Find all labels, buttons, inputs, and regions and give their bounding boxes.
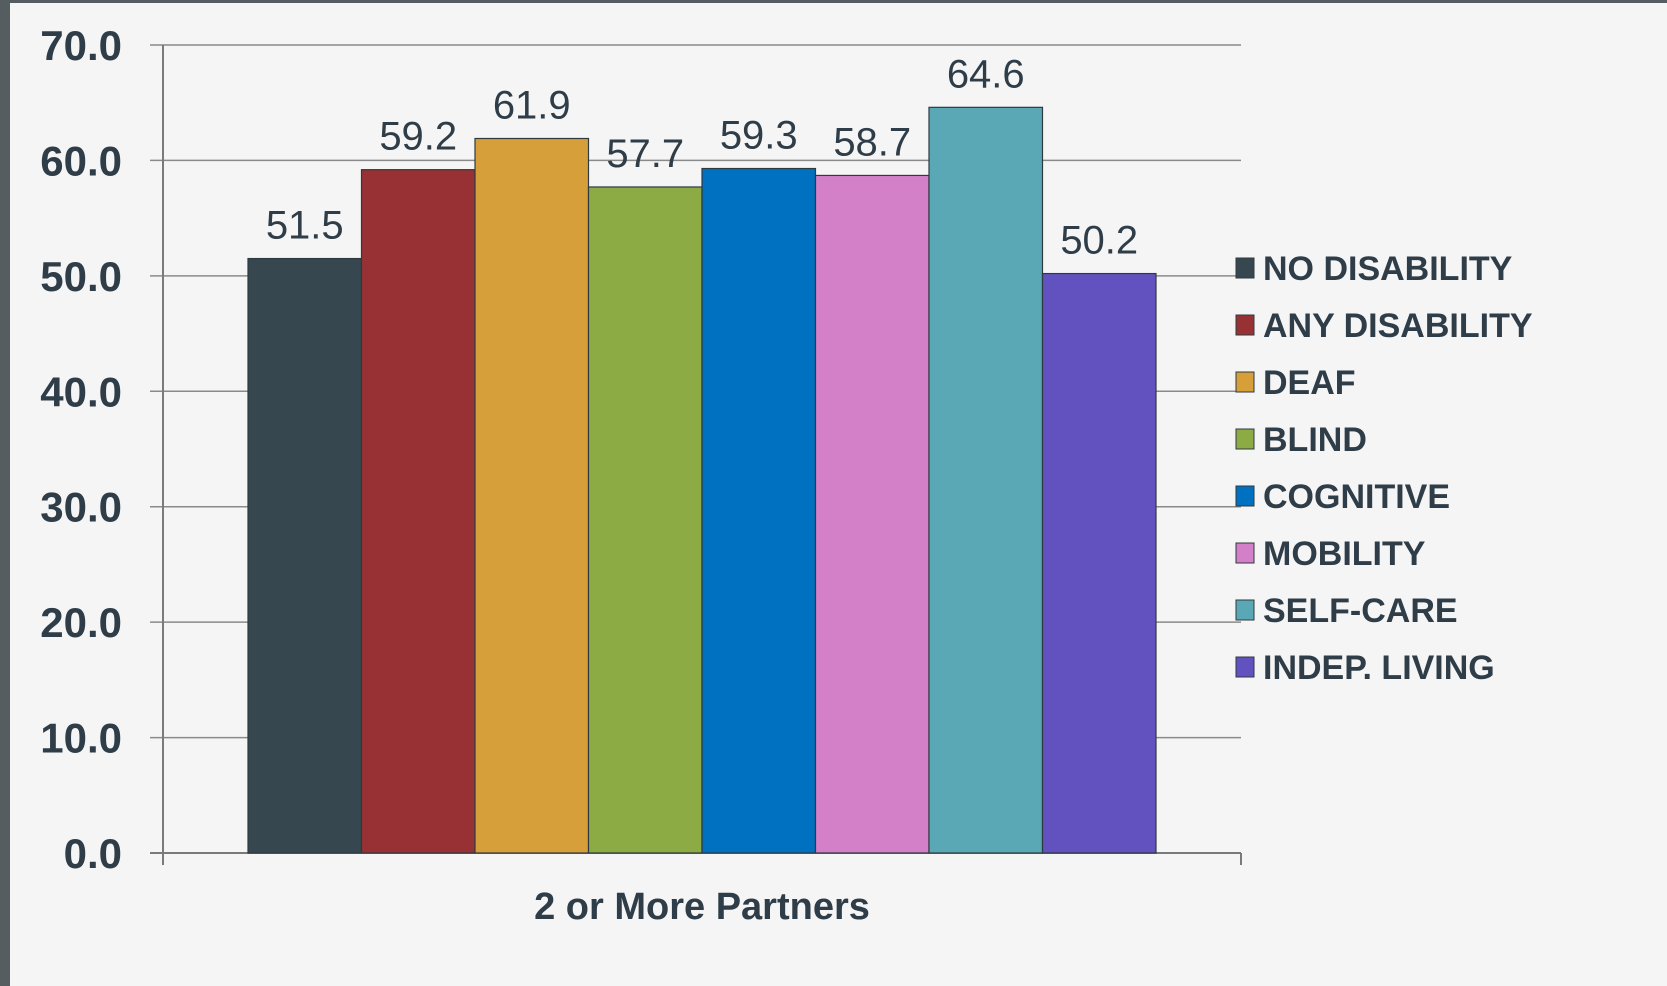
legend-swatch <box>1235 599 1255 621</box>
y-axis-ticks: 0.0 10.0 20.0 30.0 40.0 50.0 60.0 70.0 <box>40 22 122 877</box>
legend-label: SELF-CARE <box>1263 592 1458 630</box>
bar-no-disability <box>247 257 363 854</box>
y-tick-label: 50.0 <box>40 253 122 300</box>
data-label: 61.9 <box>493 83 571 127</box>
y-tick-label: 40.0 <box>40 368 122 415</box>
x-axis-categories: 2 or More Partners <box>534 886 870 928</box>
bar-indep-living <box>1041 272 1157 854</box>
data-label: 59.3 <box>720 114 798 158</box>
data-label: 57.7 <box>606 132 684 176</box>
legend-swatch <box>1235 542 1255 564</box>
data-label: 59.2 <box>379 115 457 159</box>
bar-mobility <box>814 174 930 854</box>
legend-swatch <box>1235 656 1255 678</box>
legend-swatch <box>1235 257 1255 279</box>
legend-swatch <box>1235 428 1255 450</box>
legend-label: BLIND <box>1263 421 1367 459</box>
data-labels: 51.5 59.2 61.9 57.7 59.3 58.7 64.6 50.2 <box>266 52 1138 262</box>
legend-label: NO DISABILITY <box>1263 250 1513 288</box>
legend-swatch <box>1235 485 1255 507</box>
data-label: 50.2 <box>1060 219 1138 263</box>
bars <box>247 106 1157 854</box>
legend-label: DEAF <box>1263 364 1356 402</box>
legend: NO DISABILITY ANY DISABILITY DEAF BLIND COGN… <box>1235 250 1533 687</box>
legend-label: ANY DISABILITY <box>1263 307 1533 345</box>
legend-label: INDEP. LIVING <box>1263 649 1495 687</box>
bar-self-care <box>928 106 1044 854</box>
bar-chart: 0.0 10.0 20.0 30.0 40.0 50.0 60.0 70.0 51.5 59.2… <box>40 22 1533 928</box>
legend-label: COGNITIVE <box>1263 478 1450 516</box>
y-tick-label: 10.0 <box>40 715 122 762</box>
bar-any-disability <box>360 169 476 854</box>
y-tick-label: 70.0 <box>40 22 122 69</box>
data-label: 51.5 <box>266 204 344 248</box>
legend-swatch <box>1235 314 1255 336</box>
bar-deaf <box>474 137 590 854</box>
y-tick-label: 30.0 <box>40 484 122 531</box>
y-tick-label: 0.0 <box>64 830 122 877</box>
data-label: 64.6 <box>947 52 1025 96</box>
chart-frame: 0.0 10.0 20.0 30.0 40.0 50.0 60.0 70.0 51.5 59.2… <box>10 3 1667 986</box>
legend-swatch <box>1235 371 1255 393</box>
legend-label: MOBILITY <box>1263 535 1426 573</box>
x-category-label: 2 or More Partners <box>534 886 870 928</box>
y-tick-label: 60.0 <box>40 137 122 184</box>
y-tick-label: 20.0 <box>40 599 122 646</box>
data-label: 58.7 <box>833 120 911 164</box>
bar-blind <box>587 186 703 854</box>
bar-cognitive <box>701 167 817 854</box>
